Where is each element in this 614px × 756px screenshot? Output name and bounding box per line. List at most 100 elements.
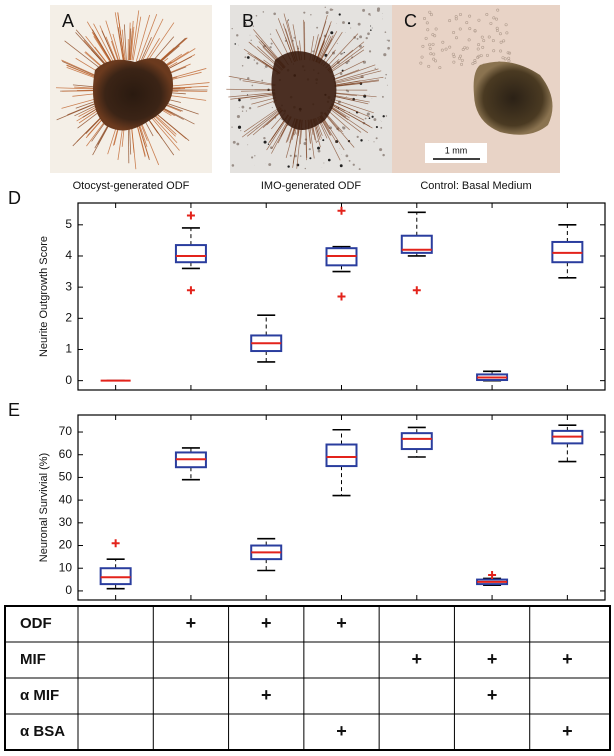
outlier [186, 286, 195, 295]
speckle [268, 163, 272, 167]
box [325, 443, 358, 468]
speckle [368, 50, 372, 53]
speckle [255, 14, 258, 17]
photo-b [226, 5, 392, 173]
row-label: ODF [20, 615, 52, 632]
speckle [381, 95, 384, 98]
speckle [256, 62, 259, 65]
panel-label: D [8, 188, 21, 208]
speckle [359, 35, 363, 39]
y-tick-label: 50 [59, 470, 73, 484]
speckle [287, 19, 290, 21]
speckle [271, 107, 273, 109]
fiber [327, 49, 354, 72]
cell [467, 38, 471, 42]
speckle [356, 135, 359, 139]
fiber [333, 68, 379, 83]
speckle [273, 12, 276, 16]
cell [485, 53, 489, 57]
cell [448, 19, 452, 23]
row-label: α BSA [20, 723, 65, 740]
fiber [147, 112, 180, 151]
speckle [289, 154, 292, 157]
fiber [334, 92, 377, 98]
speckle [370, 14, 371, 16]
speckle [380, 126, 383, 129]
table-cell: + [261, 685, 272, 705]
cell [434, 59, 438, 63]
fiber [128, 22, 131, 61]
fiber [101, 30, 117, 63]
speckle [322, 139, 325, 142]
fiber [128, 28, 132, 61]
fiber [331, 103, 365, 121]
fiber [241, 90, 276, 92]
cell [460, 62, 464, 66]
cell [432, 52, 436, 56]
speckle [363, 94, 367, 98]
fiber [334, 80, 361, 86]
speckle [387, 46, 390, 50]
fiber [132, 16, 142, 61]
cell [473, 59, 477, 63]
cell [495, 26, 499, 30]
fiber [91, 29, 114, 65]
table-cell: + [261, 613, 272, 633]
cell [458, 56, 462, 60]
fiber [242, 80, 276, 86]
speckle [236, 34, 239, 37]
speckle [370, 29, 372, 31]
cell [499, 49, 503, 53]
fiber [251, 97, 277, 105]
speckle [386, 39, 388, 41]
cell [499, 40, 503, 44]
speckle [342, 52, 344, 55]
speckle [241, 65, 244, 67]
cell [425, 21, 429, 25]
speckle [384, 77, 387, 79]
speckle [248, 106, 252, 110]
table-cell: + [562, 649, 573, 669]
speckle [356, 37, 359, 40]
speckle [308, 148, 311, 151]
speckle [342, 126, 344, 129]
fiber [123, 24, 127, 61]
speckle [345, 154, 349, 158]
fiber [228, 75, 276, 86]
cell [452, 31, 456, 35]
speckle [244, 22, 247, 24]
speckle [357, 22, 361, 26]
cell [434, 27, 438, 31]
cell [420, 55, 424, 59]
speckle [360, 139, 363, 142]
speckle [371, 98, 373, 99]
cell [492, 16, 496, 20]
speckle [330, 31, 334, 35]
speckle [250, 39, 252, 41]
y-tick-label: 2 [65, 310, 72, 324]
cell [458, 12, 462, 16]
speckle [299, 155, 302, 157]
speckle [317, 146, 321, 150]
cell [473, 29, 477, 33]
speckle [232, 140, 236, 144]
speckle [246, 56, 250, 59]
cell [426, 28, 430, 32]
photo-c: 1 mm [392, 5, 560, 173]
cell [433, 34, 437, 38]
fiber [334, 93, 358, 97]
speckle [365, 36, 368, 40]
speckle [247, 144, 249, 146]
speckle [244, 23, 247, 26]
fiber [144, 114, 175, 156]
fiber [75, 29, 109, 68]
speckle [245, 110, 248, 112]
cell [440, 48, 444, 52]
speckle [336, 23, 337, 25]
cell [503, 57, 507, 61]
fiber [331, 60, 365, 78]
fiber [230, 93, 276, 100]
y-tick-label: 1 [65, 342, 72, 356]
speckle [241, 105, 245, 109]
fiber [55, 87, 99, 90]
